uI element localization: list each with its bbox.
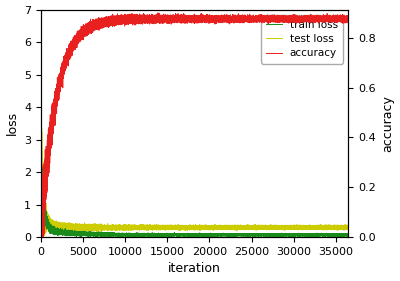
Line: train loss: train loss [41, 155, 348, 237]
test loss [346, 226, 351, 229]
accuracy [296, 18, 301, 21]
Line: test loss: test loss [41, 0, 348, 235]
Y-axis label: loss: loss [6, 111, 18, 135]
accuracy [346, 18, 351, 21]
train loss [85, 233, 90, 236]
train loss [38, 162, 43, 166]
accuracy [38, 225, 43, 229]
accuracy [311, 18, 316, 22]
accuracy [239, 20, 244, 23]
accuracy [85, 24, 90, 27]
Y-axis label: accuracy: accuracy [382, 95, 394, 152]
train loss [311, 234, 316, 237]
test loss [52, 224, 56, 227]
train loss [38, 153, 43, 157]
X-axis label: iteration: iteration [168, 262, 221, 275]
test loss [239, 225, 244, 228]
test loss [85, 226, 90, 230]
train loss [239, 234, 244, 237]
train loss [103, 235, 108, 239]
Legend: train loss, test loss, accuracy: train loss, test loss, accuracy [261, 15, 343, 64]
accuracy [38, 235, 43, 239]
train loss [128, 233, 132, 236]
Line: accuracy: accuracy [41, 13, 348, 237]
train loss [296, 233, 301, 236]
accuracy [128, 17, 132, 21]
accuracy [52, 115, 56, 118]
train loss [52, 229, 56, 233]
train loss [346, 233, 351, 237]
test loss [42, 234, 47, 237]
test loss [128, 225, 132, 229]
test loss [311, 226, 316, 230]
test loss [296, 226, 301, 230]
accuracy [156, 11, 160, 15]
